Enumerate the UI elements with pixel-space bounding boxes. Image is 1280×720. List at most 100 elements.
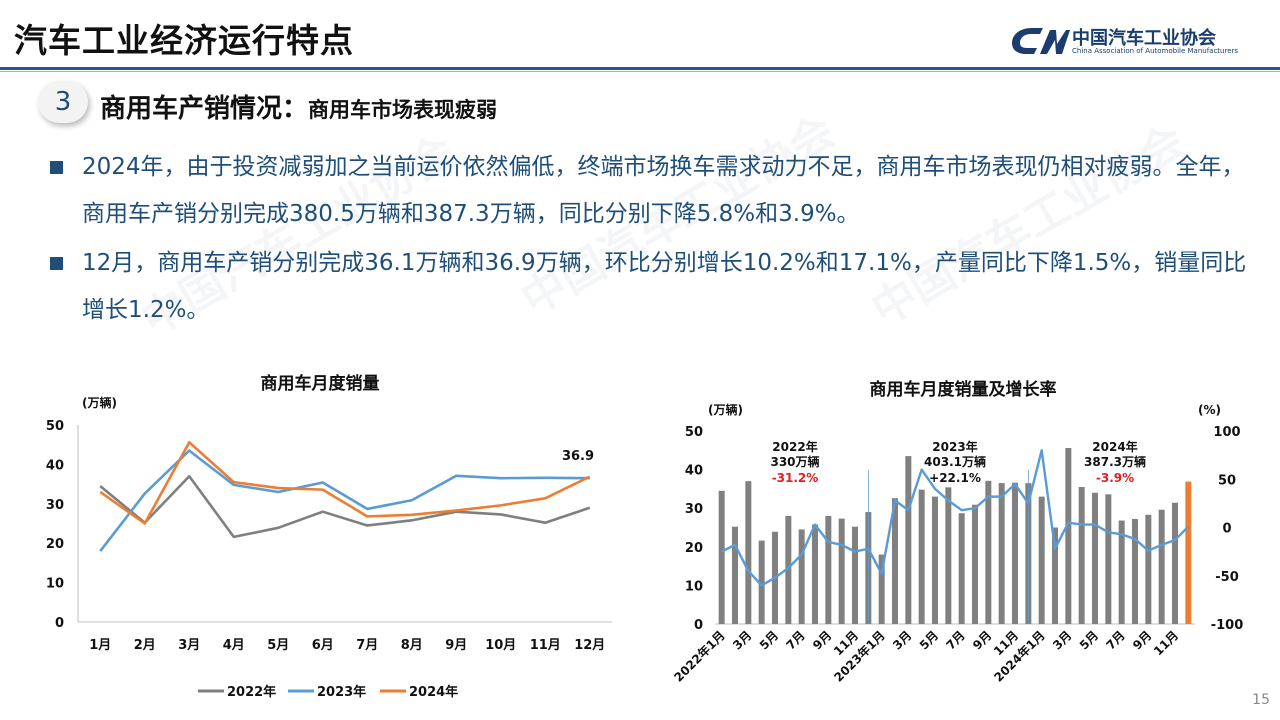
- x-tick-label: 5月: [1077, 628, 1101, 652]
- caam-logo-icon: [1012, 28, 1070, 54]
- bullet-square-icon: [50, 257, 63, 270]
- sales-bar: [1052, 527, 1058, 624]
- y-tick-label: 50: [46, 419, 64, 434]
- bullet-square-icon: [50, 161, 63, 174]
- logo-name-en: China Association of Automobile Manufact…: [1072, 47, 1239, 55]
- x-tick-label: 9月: [445, 638, 467, 653]
- sales-bar: [1145, 514, 1152, 624]
- section-number-badge: 3: [38, 81, 88, 123]
- section-subtitle: 商用车市场表现疲弱: [308, 98, 498, 122]
- section-heading: 商用车产销情况：商用车市场表现疲弱: [100, 88, 497, 125]
- x-tick-label: 3月: [178, 638, 200, 653]
- logo-name-cn: 中国汽车工业协会: [1072, 28, 1216, 49]
- x-tick-label: 7月: [943, 628, 967, 652]
- legend-label: 2022年: [227, 684, 276, 700]
- section-title: 商用车产销情况：: [100, 94, 309, 124]
- sales-bar: [1105, 494, 1112, 624]
- sales-bar: [985, 480, 992, 624]
- sales-bar: [1038, 496, 1045, 624]
- y-right-tick-label: 0: [1222, 522, 1231, 537]
- sales-bar: [745, 481, 752, 624]
- y-tick-label: 0: [55, 616, 64, 631]
- x-tick-label: 7月: [783, 628, 807, 652]
- x-tick-label: 11月: [1151, 628, 1181, 658]
- y-right-tick-label: 100: [1213, 425, 1240, 440]
- sales-bar: [1172, 502, 1178, 624]
- sales-bar: [1065, 447, 1072, 624]
- x-tick-label: 1月: [89, 638, 111, 653]
- y-left-tick-label: 20: [685, 541, 703, 556]
- sales-bar: [972, 504, 978, 624]
- sales-bar: [1158, 509, 1165, 624]
- sales-bar: [1185, 481, 1192, 624]
- y-right-tick-label: 50: [1218, 473, 1236, 488]
- bullet-text: 12月，商用车产销分别完成36.1万辆和36.9万辆，环比分别增长10.2%和1…: [82, 250, 1247, 323]
- sales-bar: [798, 529, 805, 624]
- sales-bar: [998, 483, 1005, 624]
- sales-bar: [812, 524, 818, 624]
- chart-title: 商用车月度销量: [261, 373, 380, 394]
- sales-bar: [718, 490, 725, 624]
- series-line-2022年: [99, 474, 591, 539]
- page-number: 15: [1252, 692, 1270, 708]
- y-left-tick-label: 10: [685, 579, 703, 594]
- y-left-tick-label: 40: [685, 464, 703, 479]
- x-tick-label: 6月: [312, 638, 334, 653]
- bullet-text: 2024年，由于投资减弱加之当前运价依然偏低，终端市场换车需求动力不足，商用车市…: [82, 154, 1245, 227]
- y-axis-label-right: (%): [1198, 403, 1221, 417]
- x-tick-label: 4月: [223, 638, 245, 653]
- annotation-total: 330万辆: [770, 454, 819, 469]
- x-tick-label: 11月: [530, 638, 561, 653]
- logo: 中国汽车工业协会 China Association of Automobile…: [1010, 22, 1240, 62]
- x-tick-label: 3月: [730, 628, 754, 652]
- bullet-point: 12月，商用车产销分别完成36.1万辆和36.9万辆，环比分别增长10.2%和1…: [50, 240, 1250, 334]
- x-tick-label: 5月: [267, 638, 289, 653]
- y-left-tick-label: 30: [685, 502, 703, 517]
- sales-bar: [932, 496, 938, 624]
- annotation-rate: -3.9%: [1096, 471, 1134, 485]
- y-tick-label: 10: [46, 577, 64, 592]
- x-tick-label: 5月: [757, 628, 781, 652]
- annotation-year: 2022年: [772, 439, 817, 454]
- series-line-2024年: [99, 441, 591, 525]
- legend-label: 2023年: [317, 684, 366, 700]
- sales-bar: [918, 489, 925, 624]
- x-tick-label: 7月: [356, 638, 378, 653]
- sales-bar: [1132, 519, 1138, 624]
- annotation-rate: -31.2%: [772, 471, 819, 485]
- x-tick-label: 8月: [401, 638, 423, 653]
- x-tick-label: 5月: [917, 628, 941, 652]
- sales-bar: [852, 526, 858, 624]
- annotation-year: 2024年: [1092, 439, 1137, 454]
- monthly-sales-line-chart: 商用车月度销量 (万辆) 0 10 20 30 40 50 1月 2月 3月 4月 5月 6月 7月 8月…: [46, 373, 612, 700]
- x-tick-label: 7月: [1103, 628, 1127, 652]
- page-title: 汽车工业经济运行特点: [14, 21, 354, 60]
- y-tick-label: 30: [46, 498, 64, 513]
- header-divider-thin: [0, 71, 1280, 72]
- y-tick-label: 20: [46, 537, 64, 552]
- legend-label: 2024年: [409, 684, 458, 700]
- y-left-tick-label: 50: [685, 425, 703, 440]
- sales-bar: [758, 540, 765, 624]
- sales-bar: [905, 456, 912, 624]
- x-tick-label: 10月: [485, 638, 516, 653]
- y-axis-label-left: (万辆): [708, 402, 743, 417]
- sales-bar: [1092, 492, 1098, 624]
- annotation-rate: +22.1%: [929, 471, 981, 485]
- sales-bar: [958, 513, 965, 624]
- sales-bar: [892, 498, 898, 624]
- sales-bar: [825, 515, 832, 624]
- y-tick-label: 40: [46, 458, 64, 473]
- x-tick-label: 3月: [1050, 628, 1074, 652]
- x-tick-label: 2022年1月: [671, 628, 728, 685]
- annotation-year: 2023年: [932, 439, 977, 454]
- data-label: 36.9: [562, 449, 594, 464]
- x-tick-label: 12月: [574, 638, 605, 653]
- sales-bar: [878, 554, 885, 624]
- bullet-point: 2024年，由于投资减弱加之当前运价依然偏低，终端市场换车需求动力不足，商用车市…: [50, 144, 1250, 238]
- sales-bar: [1012, 482, 1018, 624]
- monthly-sales-growth-chart: 商用车月度销量及增长率 (万辆) (%) 0 10 20 30 40 50 -100 -50 0…: [671, 379, 1244, 685]
- sales-bar: [732, 526, 738, 624]
- sales-bar: [1118, 520, 1125, 624]
- growth-rate-line: [721, 449, 1190, 587]
